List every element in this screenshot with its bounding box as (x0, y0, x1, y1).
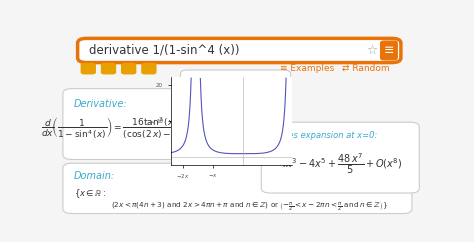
Text: ≡: ≡ (384, 44, 394, 57)
FancyBboxPatch shape (181, 70, 291, 159)
Text: derivative 1/(1-sin^4 (x)): derivative 1/(1-sin^4 (x)) (89, 44, 239, 57)
FancyBboxPatch shape (82, 63, 95, 74)
Text: ≡ Examples: ≡ Examples (280, 64, 334, 73)
FancyBboxPatch shape (142, 63, 156, 74)
FancyBboxPatch shape (63, 163, 412, 213)
Text: $\{x\in\mathbb{R}:$: $\{x\in\mathbb{R}:$ (74, 188, 106, 200)
Text: ⇄ Random: ⇄ Random (342, 64, 390, 73)
FancyBboxPatch shape (101, 63, 116, 74)
FancyBboxPatch shape (63, 89, 254, 159)
Text: $(2x<\pi(4n+3)\ \mathrm{and}\ 2x>4\pi n+\pi\ \mathrm{and}\ n\in\mathbb{Z})$$\ \m: $(2x<\pi(4n+3)\ \mathrm{and}\ 2x>4\pi n+… (110, 200, 388, 212)
Text: Series expansion at x=0:: Series expansion at x=0: (272, 131, 378, 140)
Text: Domain:: Domain: (74, 171, 115, 181)
Y-axis label: y: y (150, 119, 155, 123)
Text: Derivative:: Derivative: (74, 99, 128, 109)
Text: $4x^3-4x^5+\dfrac{48\,x^7}{5}+O(x^8)$: $4x^3-4x^5+\dfrac{48\,x^7}{5}+O(x^8)$ (279, 151, 402, 176)
Text: ☆: ☆ (366, 44, 377, 57)
FancyBboxPatch shape (122, 63, 136, 74)
FancyBboxPatch shape (78, 38, 401, 63)
FancyBboxPatch shape (261, 122, 419, 193)
FancyBboxPatch shape (381, 41, 397, 60)
Text: $\dfrac{d}{dx}\!\left(\dfrac{1}{1-\sin^4(x)}\right)=\dfrac{16\tan^3(x)}{(\cos(2\: $\dfrac{d}{dx}\!\left(\dfrac{1}{1-\sin^4… (41, 115, 188, 141)
